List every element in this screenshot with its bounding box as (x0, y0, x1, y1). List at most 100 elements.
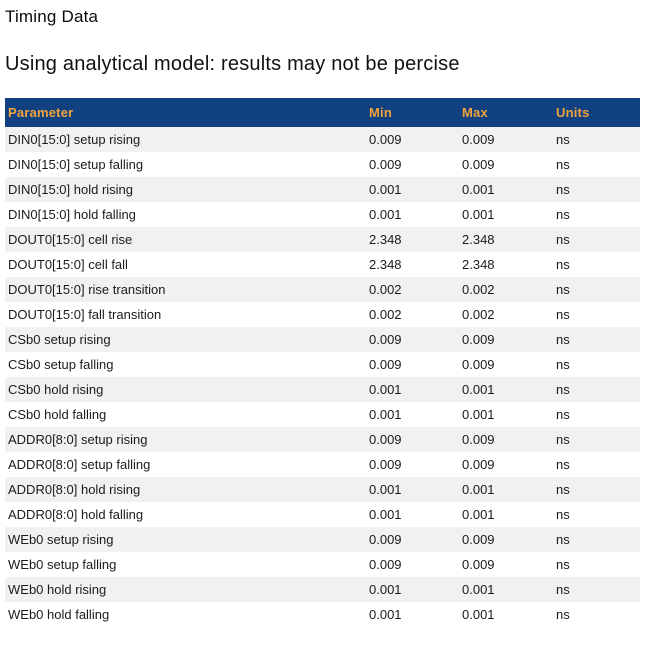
cell-min: 0.009 (366, 352, 459, 377)
cell-max: 0.009 (459, 352, 553, 377)
cell-units: ns (553, 577, 640, 602)
table-row: DOUT0[15:0] rise transition 0.002 0.002 … (5, 277, 640, 302)
cell-max: 0.001 (459, 602, 553, 627)
cell-min: 0.002 (366, 302, 459, 327)
table-row: DIN0[15:0] setup rising 0.009 0.009 ns (5, 127, 640, 152)
cell-parameter: WEb0 setup rising (5, 527, 366, 552)
cell-parameter: ADDR0[8:0] hold falling (5, 502, 366, 527)
cell-parameter: DOUT0[15:0] cell fall (5, 252, 366, 277)
cell-min: 0.009 (366, 427, 459, 452)
cell-parameter: DOUT0[15:0] cell rise (5, 227, 366, 252)
cell-units: ns (553, 602, 640, 627)
table-row: WEb0 hold falling 0.001 0.001 ns (5, 602, 640, 627)
table-row: DOUT0[15:0] cell rise 2.348 2.348 ns (5, 227, 640, 252)
table-row: DOUT0[15:0] cell fall 2.348 2.348 ns (5, 252, 640, 277)
cell-min: 0.009 (366, 127, 459, 152)
table-row: WEb0 setup rising 0.009 0.009 ns (5, 527, 640, 552)
cell-units: ns (553, 552, 640, 577)
cell-min: 0.001 (366, 602, 459, 627)
cell-min: 0.001 (366, 377, 459, 402)
cell-parameter: ADDR0[8:0] hold rising (5, 477, 366, 502)
cell-max: 0.001 (459, 177, 553, 202)
cell-max: 0.009 (459, 152, 553, 177)
cell-parameter: DOUT0[15:0] rise transition (5, 277, 366, 302)
cell-units: ns (553, 277, 640, 302)
table-row: DIN0[15:0] setup falling 0.009 0.009 ns (5, 152, 640, 177)
cell-units: ns (553, 327, 640, 352)
cell-max: 0.009 (459, 452, 553, 477)
cell-units: ns (553, 177, 640, 202)
cell-max: 0.001 (459, 402, 553, 427)
cell-max: 0.009 (459, 527, 553, 552)
table-row: ADDR0[8:0] hold falling 0.001 0.001 ns (5, 502, 640, 527)
table-row: ADDR0[8:0] setup falling 0.009 0.009 ns (5, 452, 640, 477)
cell-parameter: ADDR0[8:0] setup falling (5, 452, 366, 477)
cell-units: ns (553, 252, 640, 277)
cell-max: 0.002 (459, 302, 553, 327)
timing-table: Parameter Min Max Units DIN0[15:0] setup… (5, 98, 640, 627)
table-row: CSb0 hold rising 0.001 0.001 ns (5, 377, 640, 402)
table-row: CSb0 setup rising 0.009 0.009 ns (5, 327, 640, 352)
cell-units: ns (553, 402, 640, 427)
cell-max: 2.348 (459, 252, 553, 277)
cell-parameter: ADDR0[8:0] setup rising (5, 427, 366, 452)
cell-parameter: CSb0 setup rising (5, 327, 366, 352)
cell-parameter: DIN0[15:0] setup falling (5, 152, 366, 177)
cell-parameter: WEb0 setup falling (5, 552, 366, 577)
cell-parameter: DOUT0[15:0] fall transition (5, 302, 366, 327)
cell-units: ns (553, 377, 640, 402)
table-row: DIN0[15:0] hold falling 0.001 0.001 ns (5, 202, 640, 227)
cell-units: ns (553, 527, 640, 552)
cell-min: 0.001 (366, 477, 459, 502)
cell-max: 0.001 (459, 202, 553, 227)
cell-min: 2.348 (366, 227, 459, 252)
cell-units: ns (553, 502, 640, 527)
cell-parameter: CSb0 hold rising (5, 377, 366, 402)
cell-units: ns (553, 352, 640, 377)
cell-parameter: DIN0[15:0] hold rising (5, 177, 366, 202)
cell-parameter: DIN0[15:0] setup rising (5, 127, 366, 152)
table-row: CSb0 hold falling 0.001 0.001 ns (5, 402, 640, 427)
table-body: DIN0[15:0] setup rising 0.009 0.009 ns D… (5, 127, 640, 627)
cell-parameter: WEb0 hold falling (5, 602, 366, 627)
cell-max: 2.348 (459, 227, 553, 252)
cell-min: 0.009 (366, 327, 459, 352)
cell-max: 0.002 (459, 277, 553, 302)
page-subtitle: Using analytical model: results may not … (5, 53, 460, 75)
cell-parameter: WEb0 hold rising (5, 577, 366, 602)
cell-max: 0.009 (459, 127, 553, 152)
cell-min: 0.009 (366, 152, 459, 177)
cell-units: ns (553, 477, 640, 502)
cell-units: ns (553, 127, 640, 152)
cell-max: 0.001 (459, 577, 553, 602)
column-header-units: Units (553, 98, 640, 127)
cell-units: ns (553, 302, 640, 327)
cell-max: 0.009 (459, 327, 553, 352)
table-row: WEb0 setup falling 0.009 0.009 ns (5, 552, 640, 577)
table-row: WEb0 hold rising 0.001 0.001 ns (5, 577, 640, 602)
cell-min: 0.001 (366, 502, 459, 527)
cell-min: 0.009 (366, 552, 459, 577)
table-header-row: Parameter Min Max Units (5, 98, 640, 127)
cell-min: 0.001 (366, 177, 459, 202)
cell-min: 0.001 (366, 402, 459, 427)
table-row: ADDR0[8:0] hold rising 0.001 0.001 ns (5, 477, 640, 502)
cell-max: 0.001 (459, 477, 553, 502)
cell-parameter: CSb0 hold falling (5, 402, 366, 427)
cell-units: ns (553, 152, 640, 177)
cell-min: 2.348 (366, 252, 459, 277)
cell-max: 0.001 (459, 377, 553, 402)
cell-min: 0.001 (366, 202, 459, 227)
table-row: DOUT0[15:0] fall transition 0.002 0.002 … (5, 302, 640, 327)
cell-parameter: DIN0[15:0] hold falling (5, 202, 366, 227)
cell-max: 0.009 (459, 552, 553, 577)
cell-min: 0.001 (366, 577, 459, 602)
cell-max: 0.001 (459, 502, 553, 527)
table-row: CSb0 setup falling 0.009 0.009 ns (5, 352, 640, 377)
cell-units: ns (553, 227, 640, 252)
column-header-min: Min (366, 98, 459, 127)
table-header: Parameter Min Max Units (5, 98, 640, 127)
cell-min: 0.002 (366, 277, 459, 302)
cell-units: ns (553, 452, 640, 477)
